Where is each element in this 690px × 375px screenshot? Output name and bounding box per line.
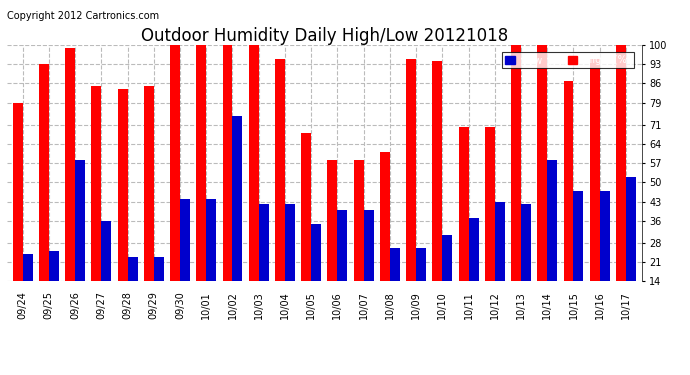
- Bar: [354, 160, 364, 320]
- Bar: [259, 204, 268, 320]
- Bar: [170, 45, 180, 320]
- Bar: [616, 45, 626, 320]
- Bar: [180, 199, 190, 320]
- Bar: [49, 251, 59, 320]
- Bar: [222, 45, 233, 320]
- Bar: [101, 221, 111, 320]
- Bar: [337, 210, 347, 320]
- Bar: [469, 218, 479, 320]
- Bar: [626, 177, 636, 320]
- Bar: [65, 48, 75, 320]
- Bar: [91, 86, 101, 320]
- Bar: [23, 254, 32, 320]
- Bar: [573, 190, 584, 320]
- Bar: [521, 204, 531, 320]
- Bar: [511, 45, 521, 320]
- Bar: [206, 199, 216, 320]
- Bar: [117, 89, 128, 320]
- Bar: [249, 45, 259, 320]
- Bar: [564, 81, 573, 320]
- Bar: [128, 256, 137, 320]
- Bar: [416, 248, 426, 320]
- Bar: [154, 256, 164, 320]
- Bar: [39, 64, 49, 320]
- Bar: [600, 190, 610, 320]
- Bar: [144, 86, 154, 320]
- Bar: [433, 62, 442, 320]
- Title: Outdoor Humidity Daily High/Low 20121018: Outdoor Humidity Daily High/Low 20121018: [141, 27, 508, 45]
- Bar: [328, 160, 337, 320]
- Text: Copyright 2012 Cartronics.com: Copyright 2012 Cartronics.com: [7, 11, 159, 21]
- Bar: [380, 152, 390, 320]
- Bar: [75, 160, 85, 320]
- Bar: [538, 45, 547, 320]
- Bar: [547, 160, 558, 320]
- Bar: [364, 210, 373, 320]
- Bar: [285, 204, 295, 320]
- Bar: [485, 128, 495, 320]
- Bar: [459, 128, 469, 320]
- Bar: [311, 224, 321, 320]
- Bar: [196, 45, 206, 320]
- Bar: [275, 59, 285, 320]
- Bar: [406, 59, 416, 320]
- Bar: [495, 202, 505, 320]
- Bar: [302, 133, 311, 320]
- Legend: Low  (%), High  (%): Low (%), High (%): [502, 52, 633, 68]
- Bar: [12, 103, 23, 320]
- Bar: [233, 116, 242, 320]
- Bar: [390, 248, 400, 320]
- Bar: [442, 234, 453, 320]
- Bar: [590, 59, 600, 320]
